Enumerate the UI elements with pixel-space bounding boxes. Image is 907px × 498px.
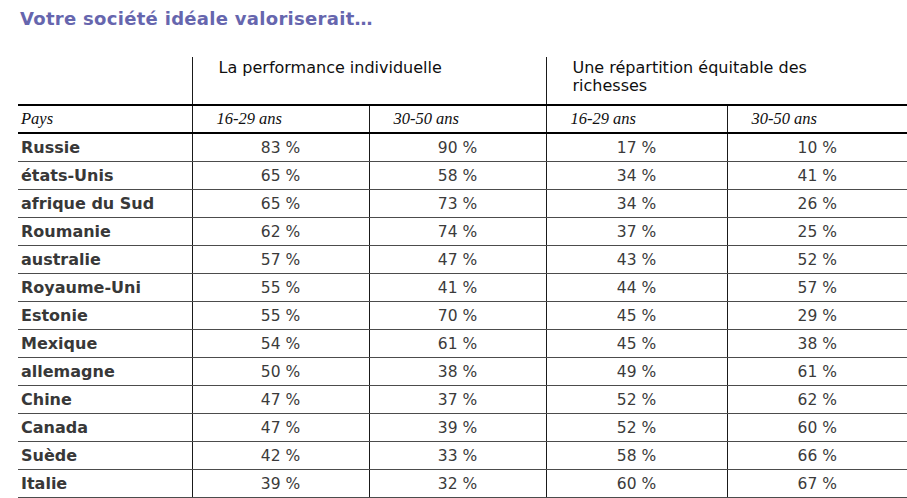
value-cell: 26 % [727, 190, 907, 218]
value-cell: 65 % [192, 162, 369, 190]
country-cell: Russie [18, 133, 192, 162]
column-header-perf-16-29: 16-29 ans [192, 105, 369, 133]
value-cell: 67 % [727, 470, 907, 498]
value-cell: 47 % [369, 246, 546, 274]
value-cell: 60 % [727, 414, 907, 442]
value-cell: 43 % [546, 246, 727, 274]
value-cell: 32 % [369, 470, 546, 498]
value-cell: 37 % [369, 386, 546, 414]
value-cell: 34 % [546, 162, 727, 190]
value-cell: 42 % [192, 442, 369, 470]
group-header-performance: La performance individuelle [192, 57, 546, 105]
value-cell: 50 % [192, 358, 369, 386]
value-cell: 57 % [727, 274, 907, 302]
table-row-australie: australie 57 % 47 % 43 % 52 % [18, 246, 907, 274]
value-cell: 74 % [369, 218, 546, 246]
group-header-row: La performance individuelle Une répartit… [18, 57, 907, 105]
value-cell: 62 % [192, 218, 369, 246]
table-row-afrique-du-sud: afrique du Sud 65 % 73 % 34 % 26 % [18, 190, 907, 218]
value-cell: 41 % [727, 162, 907, 190]
value-cell: 25 % [727, 218, 907, 246]
column-header-rep-30-50: 30-50 ans [727, 105, 907, 133]
value-cell: 62 % [727, 386, 907, 414]
country-cell: Estonie [18, 302, 192, 330]
value-cell: 38 % [727, 330, 907, 358]
value-cell: 70 % [369, 302, 546, 330]
country-cell: Roumanie [18, 218, 192, 246]
value-cell: 55 % [192, 274, 369, 302]
group-header-performance-label: La performance individuelle [219, 59, 442, 77]
table-row-canada: Canada 47 % 39 % 52 % 60 % [18, 414, 907, 442]
value-cell: 39 % [369, 414, 546, 442]
value-cell: 65 % [192, 190, 369, 218]
column-header-row: Pays 16-29 ans 30-50 ans 16-29 ans 30-50… [18, 105, 907, 133]
value-cell: 52 % [546, 414, 727, 442]
value-cell: 17 % [546, 133, 727, 162]
value-cell: 34 % [546, 190, 727, 218]
value-cell: 61 % [727, 358, 907, 386]
table-row-royaume-uni: Royaume-Uni 55 % 41 % 44 % 57 % [18, 274, 907, 302]
country-cell: Mexique [18, 330, 192, 358]
group-header-repartition: Une répartition équitable des richesses [546, 57, 907, 105]
table-row-estonie: Estonie 55 % 70 % 45 % 29 % [18, 302, 907, 330]
country-cell: Suède [18, 442, 192, 470]
value-cell: 38 % [369, 358, 546, 386]
value-cell: 52 % [727, 246, 907, 274]
table-row-roumanie: Roumanie 62 % 74 % 37 % 25 % [18, 218, 907, 246]
value-cell: 90 % [369, 133, 546, 162]
country-cell: afrique du Sud [18, 190, 192, 218]
country-cell: Canada [18, 414, 192, 442]
table-row-russie: Russie 83 % 90 % 17 % 10 % [18, 133, 907, 162]
value-cell: 55 % [192, 302, 369, 330]
value-cell: 58 % [546, 442, 727, 470]
country-cell: allemagne [18, 358, 192, 386]
table-row-chine: Chine 47 % 37 % 52 % 62 % [18, 386, 907, 414]
value-cell: 49 % [546, 358, 727, 386]
value-cell: 58 % [369, 162, 546, 190]
value-cell: 44 % [546, 274, 727, 302]
value-cell: 45 % [546, 302, 727, 330]
value-cell: 66 % [727, 442, 907, 470]
statistics-table: La performance individuelle Une répartit… [18, 57, 907, 498]
value-cell: 33 % [369, 442, 546, 470]
value-cell: 57 % [192, 246, 369, 274]
country-cell: Royaume-Uni [18, 274, 192, 302]
value-cell: 45 % [546, 330, 727, 358]
country-cell: australie [18, 246, 192, 274]
table-row-etats-unis: états-Unis 65 % 58 % 34 % 41 % [18, 162, 907, 190]
value-cell: 47 % [192, 414, 369, 442]
column-header-rep-16-29: 16-29 ans [546, 105, 727, 133]
country-cell: Chine [18, 386, 192, 414]
country-cell: Italie [18, 470, 192, 498]
page-title: Votre société idéale valoriserait… [20, 8, 373, 29]
value-cell: 41 % [369, 274, 546, 302]
group-header-empty-cell [18, 57, 192, 105]
group-header-repartition-label: Une répartition équitable des richesses [573, 59, 828, 96]
value-cell: 60 % [546, 470, 727, 498]
table-row-suede: Suède 42 % 33 % 58 % 66 % [18, 442, 907, 470]
country-cell: états-Unis [18, 162, 192, 190]
table-row-allemagne: allemagne 50 % 38 % 49 % 61 % [18, 358, 907, 386]
value-cell: 52 % [546, 386, 727, 414]
value-cell: 61 % [369, 330, 546, 358]
value-cell: 39 % [192, 470, 369, 498]
column-header-pays: Pays [18, 105, 192, 133]
value-cell: 47 % [192, 386, 369, 414]
value-cell: 37 % [546, 218, 727, 246]
column-header-perf-30-50: 30-50 ans [369, 105, 546, 133]
value-cell: 73 % [369, 190, 546, 218]
value-cell: 54 % [192, 330, 369, 358]
value-cell: 10 % [727, 133, 907, 162]
value-cell: 29 % [727, 302, 907, 330]
table-row-italie: Italie 39 % 32 % 60 % 67 % [18, 470, 907, 498]
table-row-mexique: Mexique 54 % 61 % 45 % 38 % [18, 330, 907, 358]
value-cell: 83 % [192, 133, 369, 162]
